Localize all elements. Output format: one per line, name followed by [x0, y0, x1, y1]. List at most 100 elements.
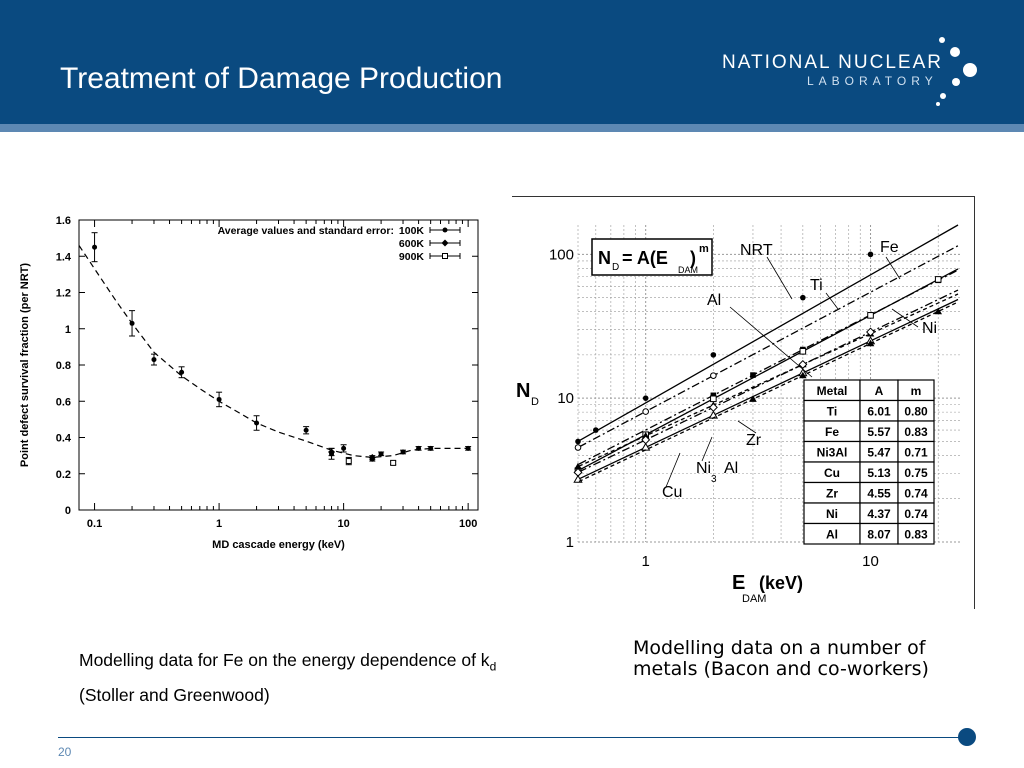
data-point [799, 371, 807, 379]
data-point [593, 427, 599, 433]
legend-entry-label: 900K [399, 251, 425, 263]
table-value: Ni3Al [817, 446, 848, 460]
survival-fraction-chart: 0 0.2 0.4 0.6 0.8 1 1.2 1.4 1.6 0.1 1 10 100 MD casca… [14, 205, 492, 560]
data-point [345, 458, 352, 465]
data-point [574, 444, 582, 451]
legend-marker [442, 227, 448, 233]
label-leader [737, 420, 757, 434]
y-axis-label: N [516, 380, 530, 402]
data-point [934, 307, 943, 315]
formula-rhs: ) [690, 248, 696, 268]
data-point [710, 352, 717, 358]
data-point [328, 448, 336, 456]
table-value: 4.55 [867, 487, 891, 501]
footer-dot-icon [958, 728, 976, 746]
y-tick-label: 100 [549, 246, 574, 263]
table-value: 0.75 [904, 466, 928, 480]
header-bar [0, 0, 1024, 124]
table-value: 0.80 [904, 405, 928, 419]
table-value: 6.01 [867, 405, 891, 419]
table-value: Ti [827, 405, 837, 419]
page-number: 20 [58, 745, 72, 759]
y-tick-label: 0.6 [56, 396, 71, 408]
fit-line [578, 289, 959, 473]
table-header: Metal [817, 384, 848, 398]
formula-eq: = A(E [622, 248, 668, 268]
data-point [92, 244, 98, 250]
line-label: Ni [922, 320, 937, 337]
y-tick-label: 1.6 [56, 215, 71, 227]
caption-left-text: Modelling data for Fe on the energy depe… [79, 650, 490, 670]
table-cell [897, 522, 935, 545]
data-point [179, 369, 185, 375]
x-axis-label: E [732, 572, 745, 594]
caption-left: Modelling data for Fe on the energy depe… [79, 646, 519, 709]
data-point [710, 395, 717, 403]
formula-eq-sub: DAM [678, 265, 698, 275]
fit-line [578, 293, 959, 467]
line-label: Ti [810, 277, 823, 294]
fit-line [578, 268, 959, 471]
table-header: A [875, 384, 884, 398]
data-point [934, 276, 942, 283]
data-point [866, 339, 875, 347]
fit-line [578, 245, 959, 448]
line-label: NRT [740, 242, 773, 259]
legend-entry-label: 600K [399, 238, 425, 250]
data-point [416, 445, 422, 451]
y-tick-label: 1 [566, 534, 574, 551]
table-value: 5.57 [867, 425, 891, 439]
label-leader [665, 452, 681, 488]
data-point [400, 449, 406, 455]
data-point [710, 392, 717, 399]
data-point [800, 294, 806, 301]
legend-title: Average values and standard error: [218, 225, 394, 237]
data-point [341, 445, 347, 451]
defect-count-chart: 1 10 1 10 100 N D = A(E DAM) m NRT Fe Ti Al Ni Zr Ni Al Cu… [512, 196, 975, 609]
data-point [575, 438, 581, 445]
data-point [867, 312, 874, 319]
table-value: Ni [826, 507, 838, 521]
data-point [303, 427, 309, 433]
table-value: 0.74 [904, 487, 928, 501]
formula-lhs: N [598, 248, 611, 268]
x-tick-label: 100 [459, 518, 477, 530]
y-tick-label: 1.4 [56, 251, 72, 263]
y-tick-label: 1 [65, 324, 71, 336]
x-tick-label: 0.1 [87, 518, 102, 530]
data-point [151, 357, 157, 363]
y-axis-label: Point defect survival fraction (per NRT) [19, 263, 31, 467]
table-value: 0.74 [904, 507, 928, 521]
table-value: 4.37 [867, 507, 891, 521]
data-point [866, 327, 876, 337]
slide-title: Treatment of Damage Production [60, 62, 503, 95]
table-value: Fe [825, 425, 839, 439]
table-value: 5.13 [867, 466, 891, 480]
line-label-subscript: 3 [711, 474, 717, 485]
data-point [750, 372, 756, 378]
data-point [390, 459, 397, 466]
table-value: 8.07 [867, 528, 891, 542]
legend-entry-label: 100K [399, 225, 425, 237]
line-label: Zr [746, 432, 762, 449]
data-point [129, 320, 135, 326]
formula-lhs-sub: D [612, 262, 619, 273]
formula-exp: m [699, 243, 709, 255]
logo-text-line2: LABORATORY [807, 74, 938, 88]
line-label: Cu [662, 484, 682, 501]
y-tick-label: 0.2 [56, 469, 71, 481]
legend-marker [441, 239, 449, 247]
line-label: Ni [696, 460, 711, 477]
table-header: m [911, 384, 922, 398]
y-tick-label: 10 [557, 390, 574, 407]
data-point [642, 395, 649, 401]
x-axis-label-sub: DAM [742, 593, 766, 605]
data-point [465, 445, 471, 451]
logo-text-line1: NATIONAL NUCLEAR [722, 52, 943, 73]
label-leader [766, 256, 793, 300]
label-leader [701, 436, 713, 462]
table-value: Cu [824, 466, 840, 480]
table-value: 0.83 [904, 425, 928, 439]
